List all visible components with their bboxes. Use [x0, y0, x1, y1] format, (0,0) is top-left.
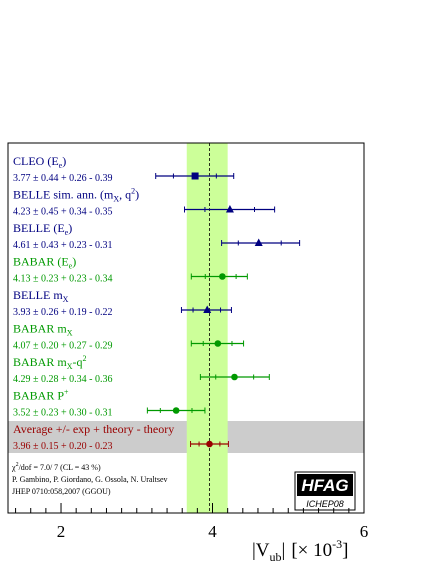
measurement-value: 4.07 ± 0.20 + 0.27 - 0.29 — [13, 341, 112, 352]
measurement-label: CLEO (Ee) — [13, 154, 66, 170]
measurement-label: BELLE sim. ann. (mX, q2) — [13, 187, 139, 204]
measurement-label: Average +/- exp + theory - theory — [13, 422, 174, 436]
x-tick-label: 6 — [360, 522, 369, 541]
label-main: CLEO (E — [13, 154, 59, 168]
label-sub: X — [113, 195, 119, 204]
marker-triangle — [254, 238, 263, 246]
measurement-value: 4.13 ± 0.23 + 0.23 - 0.34 — [13, 274, 112, 285]
label-main: BABAR P — [13, 389, 64, 403]
label-tail: ) — [68, 221, 72, 235]
hfag-badge-title: HFAG — [301, 476, 348, 495]
x-tick-label: 2 — [57, 522, 66, 541]
footnote-authors: P. Gambino, P. Giordano, G. Ossola, N. U… — [12, 475, 168, 484]
measurement-value: 4.61 ± 0.43 + 0.23 - 0.31 — [13, 240, 112, 251]
hfag-badge: HFAG ICHEP08 — [294, 471, 356, 511]
measurement-value: 3.96 ± 0.15 + 0.20 - 0.23 — [13, 441, 112, 452]
measurement-label: BABAR mX-q2 — [13, 354, 86, 371]
marker-triangle — [225, 205, 234, 213]
label-sub: e — [69, 262, 73, 271]
label-main: BABAR m — [13, 355, 67, 369]
chi2-symbol: χ — [11, 463, 16, 472]
measurements-group: CLEO (Ee)3.77 ± 0.44 + 0.26 - 0.39BELLE … — [13, 154, 301, 452]
chi2-sup: 2 — [16, 462, 19, 468]
average-band — [186, 143, 228, 513]
label-tail2: ) — [135, 188, 139, 202]
marker-triangle — [203, 305, 212, 313]
marker-circle — [172, 407, 180, 414]
chi2-text: /dof = 7.0/ 7 (CL = 43 %) — [19, 463, 101, 472]
xlabel-unit-post: ] — [342, 540, 348, 561]
label-sub: X — [63, 295, 69, 304]
label-main: Average +/- exp + theory - theory — [13, 422, 174, 436]
marker-circle — [219, 273, 226, 280]
xlabel-sub: ub — [270, 550, 282, 564]
label-main: BELLE sim. ann. (m — [13, 188, 114, 202]
label-main: BELLE m — [13, 288, 63, 302]
label-sub: X — [67, 362, 73, 371]
hfag-badge-dark — [297, 474, 353, 496]
measurement-label: BELLE (Ee) — [13, 221, 72, 237]
plot-frame — [7, 142, 365, 514]
label-tail: -q — [72, 355, 82, 369]
xlabel-end: | — [282, 540, 286, 561]
label-main: BABAR m — [13, 322, 67, 336]
label-main: BABAR (E — [13, 255, 69, 269]
xlabel-unit: [× 10 — [291, 540, 332, 561]
footnote-reference: JHEP 0710:058,2007 (GGOU) — [12, 487, 111, 496]
hfag-badge-subtitle: ICHEP08 — [306, 499, 344, 509]
xlabel-unit-exp: -3 — [332, 537, 342, 551]
x-tick-label: 4 — [208, 522, 217, 541]
measurement-value: 4.29 ± 0.28 + 0.34 - 0.36 — [13, 374, 112, 385]
measurement-value: 3.93 ± 0.26 + 0.19 - 0.22 — [13, 307, 112, 318]
label-tail: ) — [62, 154, 66, 168]
xlabel-main: |V — [252, 540, 270, 561]
label-tail: ) — [72, 255, 76, 269]
label-sub: e — [59, 161, 63, 170]
label-sub: e — [65, 228, 69, 237]
label-sup: + — [64, 388, 69, 397]
marker-circle — [231, 373, 238, 381]
measurement-label: BABAR (Ee) — [13, 255, 76, 271]
label-main: BELLE (E — [13, 221, 65, 235]
measurement-label: BABAR mX — [13, 322, 73, 338]
footnote-chi2: χ2/dof = 7.0/ 7 (CL = 43 %) — [11, 462, 101, 472]
x-axis-ticks: 2 4 6 — [15, 503, 369, 541]
marker-circle — [206, 440, 213, 448]
measurement-label: BELLE mX — [13, 288, 69, 304]
label-sup: 2 — [82, 354, 86, 363]
x-axis-label: |Vub| [× 10-3] — [252, 537, 348, 564]
footnote: χ2/dof = 7.0/ 7 (CL = 43 %) P. Gambino, … — [11, 462, 168, 496]
marker-circle — [214, 340, 222, 347]
measurement-label: BABAR P+ — [13, 388, 69, 403]
measurement-value: 4.23 ± 0.45 + 0.34 - 0.35 — [13, 207, 112, 218]
marker-square — [191, 172, 199, 180]
measurement-value: 3.77 ± 0.44 + 0.26 - 0.39 — [13, 173, 112, 184]
measurement-value: 3.52 ± 0.23 + 0.30 - 0.31 — [13, 408, 112, 419]
label-sup: 2 — [131, 187, 135, 196]
average-highlight-strip — [8, 421, 364, 453]
label-tail: , q — [119, 188, 131, 202]
label-sub: X — [67, 329, 73, 338]
